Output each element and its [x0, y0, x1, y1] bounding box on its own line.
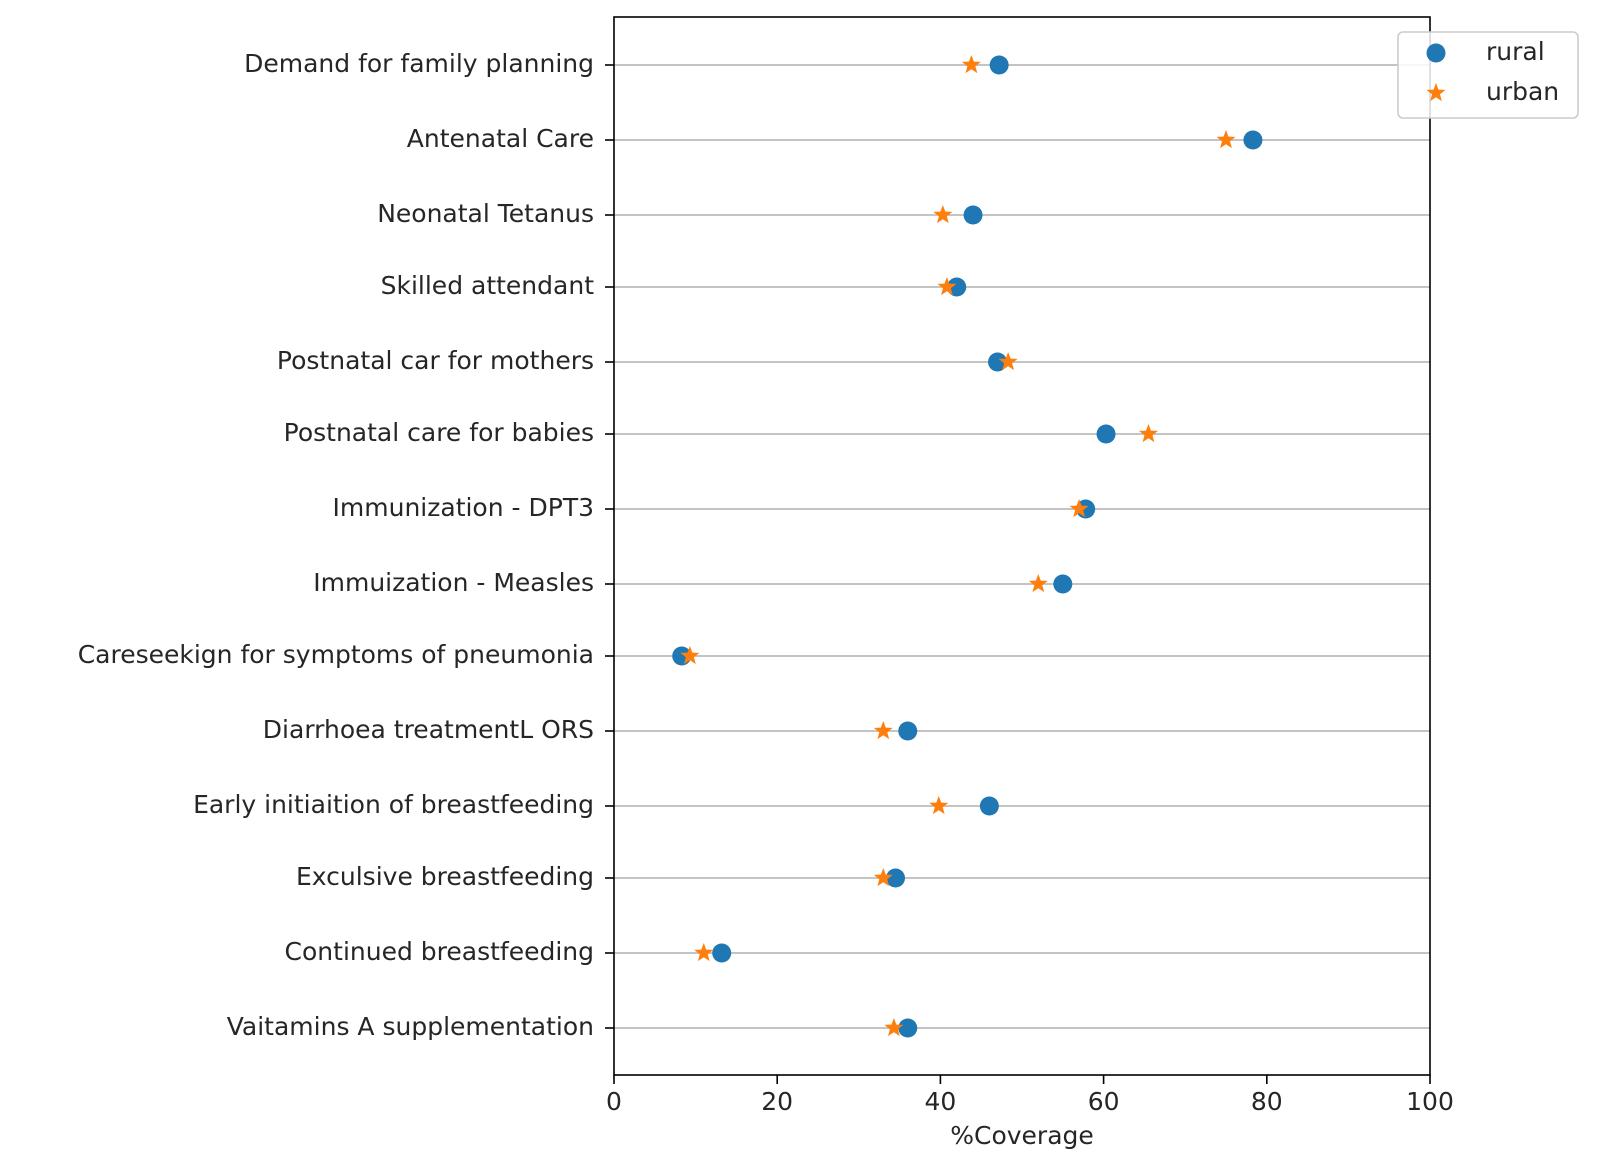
x-tick-label: 40 [924, 1087, 956, 1116]
y-tick-label: Vaitamins A supplementation [227, 1012, 594, 1041]
rural-point [989, 55, 1009, 75]
y-tick-label: Careseekign for symptoms of pneumonia [78, 640, 594, 669]
urban-point [884, 1018, 904, 1037]
rural-point [963, 205, 983, 225]
urban-point [933, 205, 953, 224]
rural-point [712, 943, 732, 963]
urban-point [1028, 574, 1048, 593]
urban-point [1069, 499, 1089, 518]
plot-frame [613, 16, 1431, 1076]
urban-point [961, 55, 981, 74]
legend-rural-marker [1426, 43, 1446, 63]
y-tick-label: Continued breastfeeding [285, 937, 594, 966]
urban-point [998, 352, 1018, 371]
legend-label-rural: rural [1486, 37, 1545, 66]
y-tick-label: Exculsive breastfeeding [296, 862, 594, 891]
x-axis-ticks: 0 20 40 60 80 100 [606, 1075, 1454, 1116]
y-tick-label: Postnatal care for babies [284, 418, 594, 447]
rural-point [947, 277, 967, 297]
data-points [672, 55, 1263, 1038]
y-tick-label: Neonatal Tetanus [377, 199, 594, 228]
rural-point [1243, 130, 1263, 150]
rural-point [1053, 574, 1073, 594]
x-tick-label: 60 [1088, 1087, 1120, 1116]
urban-point [680, 646, 700, 665]
urban-point [1216, 130, 1236, 149]
x-axis-label: %Coverage [950, 1121, 1094, 1150]
y-axis-ticks: Demand for family planning Antenatal Care… [78, 49, 614, 1041]
y-tick-label: Immunization - DPT3 [333, 493, 594, 522]
x-tick-label: 0 [606, 1087, 622, 1116]
urban-point [1138, 424, 1158, 443]
y-tick-label: Diarrhoea treatmentL ORS [263, 715, 594, 744]
y-tick-label: Skilled attendant [381, 271, 595, 300]
grid-lines [614, 64, 1430, 1029]
rural-point [898, 721, 918, 741]
urban-point [694, 943, 714, 962]
y-tick-label: Immuization - Measles [313, 568, 594, 597]
legend: rural urban [1397, 31, 1579, 119]
rural-point [979, 796, 999, 816]
rural-point [898, 1018, 918, 1038]
legend-label-urban: urban [1486, 77, 1559, 106]
y-tick-label: Early initiaition of breastfeeding [193, 790, 594, 819]
rural-point [1096, 424, 1116, 444]
x-tick-label: 80 [1251, 1087, 1283, 1116]
y-tick-label: Antenatal Care [407, 124, 594, 153]
legend-urban-marker [1426, 83, 1446, 102]
rural-point [886, 868, 906, 888]
rural-point [988, 352, 1008, 372]
urban-point [873, 721, 893, 740]
x-tick-label: 100 [1406, 1087, 1454, 1116]
urban-point [873, 868, 893, 887]
x-tick-label: 20 [761, 1087, 793, 1116]
urban-point [937, 277, 957, 296]
urban-point [929, 796, 949, 815]
y-tick-label: Demand for family planning [244, 49, 594, 78]
y-tick-label: Postnatal car for mothers [277, 346, 594, 375]
